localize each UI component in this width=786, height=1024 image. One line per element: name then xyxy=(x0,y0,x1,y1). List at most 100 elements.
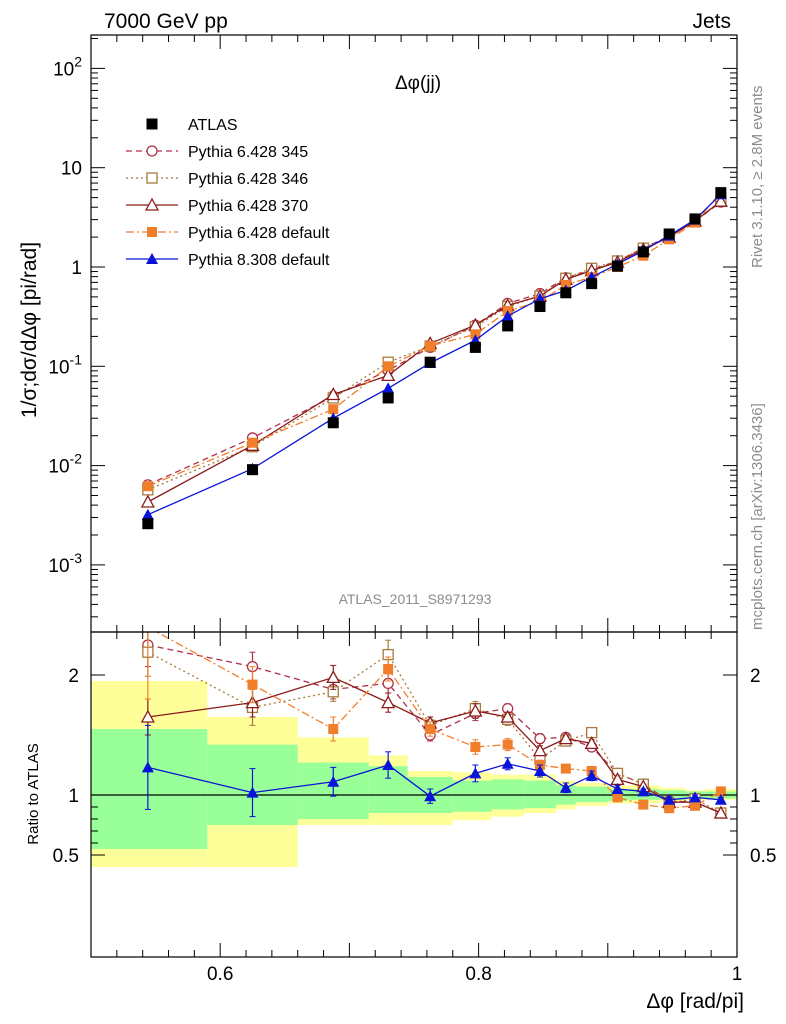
marker-square xyxy=(612,792,623,803)
ratio-y-tick-label-right: 1 xyxy=(750,786,761,807)
marker-triangle-open xyxy=(326,387,341,401)
marker-triangle xyxy=(714,793,727,805)
marker-square xyxy=(470,742,481,752)
tick-base: 10 xyxy=(48,457,69,478)
tick-base: 10 xyxy=(48,556,69,577)
legend-entry: Pythia 8.308 default xyxy=(126,252,330,269)
marker-square xyxy=(247,679,258,690)
lower-frame xyxy=(90,631,738,958)
marker-square xyxy=(142,481,153,492)
marker-triangle-open xyxy=(713,193,728,207)
marker-triangle xyxy=(637,785,650,797)
band-green xyxy=(575,786,608,803)
marker-triangle-open xyxy=(326,670,341,684)
ratio-y-tick-label-right: 0.5 xyxy=(750,846,776,867)
marker-triangle xyxy=(382,759,395,770)
marker-triangle xyxy=(382,382,395,394)
marker-triangle xyxy=(689,791,702,803)
legend-entry: Pythia 6.428 345 xyxy=(126,144,308,161)
marker-triangle-open xyxy=(468,703,483,717)
y-tick-label: 102 xyxy=(53,53,82,80)
tick-exponent: -3 xyxy=(70,550,83,566)
ratio-axis-label: Ratio to ATLAS xyxy=(25,743,42,844)
marker-triangle-open xyxy=(140,709,155,723)
y-tick-label: 10-3 xyxy=(48,550,82,577)
tick-base: 10 xyxy=(48,357,69,378)
marker-triangle xyxy=(501,757,514,769)
marker-square xyxy=(328,724,339,734)
marker-triangle xyxy=(146,253,158,264)
marker-triangle xyxy=(559,781,572,793)
marker-triangle-open xyxy=(713,805,728,819)
series-line xyxy=(147,193,722,516)
marker-square xyxy=(328,404,339,415)
y-tick-label: 10 xyxy=(61,159,82,180)
tick-base: 10 xyxy=(53,59,74,80)
ratio-y-tick-label: 0.5 xyxy=(53,846,79,867)
legend-label: Pythia 6.428 346 xyxy=(188,171,308,188)
x-axis-label: Δφ [rad/pi] xyxy=(646,990,744,1013)
y-tick-label: 10-1 xyxy=(48,351,82,378)
ratio-y-tick-label-right: 2 xyxy=(750,666,761,687)
marker-square xyxy=(560,287,572,299)
tick-exponent: -1 xyxy=(70,351,83,367)
marker-triangle-open xyxy=(144,197,160,211)
marker-square xyxy=(715,187,727,199)
marker-circle-open xyxy=(146,145,158,157)
ratio-pythia-8-308-default xyxy=(141,724,727,818)
process-label: Jets xyxy=(692,10,731,33)
marker-square xyxy=(327,417,339,429)
marker-triangle xyxy=(469,767,482,779)
marker-triangle-open xyxy=(584,736,599,750)
x-tick-label: 0.8 xyxy=(465,964,491,985)
marker-square xyxy=(611,260,623,272)
band-green xyxy=(91,729,208,849)
chart-title: Δφ(jj) xyxy=(395,73,441,94)
marker-triangle-open xyxy=(381,695,396,709)
legend-entry: Pythia 6.428 default xyxy=(126,225,330,242)
marker-square xyxy=(638,799,649,810)
marker-square xyxy=(469,341,481,353)
ratio-y-tick-label: 1 xyxy=(68,786,79,807)
marker-triangle-open xyxy=(500,709,515,723)
band-green xyxy=(452,780,492,812)
marker-triangle xyxy=(533,292,546,304)
y-axis-label: 1/σ;dσ/dΔφ [pi/rad] xyxy=(18,242,41,418)
marker-square xyxy=(142,518,154,530)
legend-label: Pythia 6.428 345 xyxy=(188,144,308,161)
legend-entry: Pythia 6.428 370 xyxy=(126,197,308,215)
marker-square xyxy=(560,763,571,774)
marker-triangle xyxy=(141,761,154,773)
marker-triangle-open xyxy=(558,731,573,745)
marker-triangle xyxy=(424,790,437,802)
ratio-series xyxy=(140,622,728,819)
marker-square xyxy=(715,786,726,797)
ratio-panel: 0.5 0.5 1 1 2 2 0.6 0.8 1 xyxy=(53,622,776,985)
marker-triangle xyxy=(663,793,676,805)
marker-square xyxy=(534,301,546,313)
rivet-label: Rivet 3.1.10, ≥ 2.8M events xyxy=(749,86,766,269)
marker-triangle xyxy=(327,775,340,787)
legend-label: Pythia 6.428 default xyxy=(188,225,330,242)
marker-triangle xyxy=(501,310,514,322)
marker-triangle-open xyxy=(140,494,155,508)
mcplots-label: mcplots.cern.ch [arXiv:1306.3436] xyxy=(749,403,766,630)
marker-square xyxy=(586,278,598,290)
uncertainty-bands xyxy=(91,681,737,867)
marker-triangle xyxy=(533,765,546,776)
legend-entry: ATLAS xyxy=(146,117,238,134)
marker-square xyxy=(637,246,649,258)
marker-square xyxy=(502,320,514,332)
legend-label: ATLAS xyxy=(188,117,238,134)
marker-square xyxy=(689,213,701,225)
marker-square xyxy=(247,437,258,448)
marker-square xyxy=(502,739,513,750)
marker-square xyxy=(690,800,701,811)
marker-square xyxy=(143,622,153,632)
legend-label: Pythia 6.428 370 xyxy=(188,198,308,215)
y-tick-label: 10-2 xyxy=(48,451,82,478)
marker-square xyxy=(147,227,157,237)
marker-square xyxy=(383,361,394,372)
energy-label: 7000 GeV pp xyxy=(104,10,228,33)
